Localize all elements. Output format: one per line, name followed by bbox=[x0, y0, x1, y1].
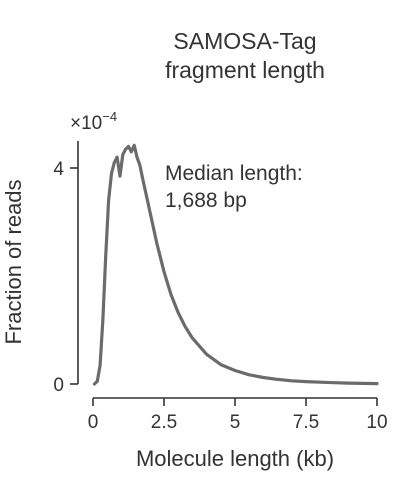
x-tick-label: 2.5 bbox=[151, 412, 177, 433]
y-axis: 04 bbox=[53, 141, 79, 396]
annotation-line-1: Median length: bbox=[165, 162, 303, 185]
y-axis-label: Fraction of reads bbox=[1, 179, 26, 344]
x-axis-label: Molecule length (kb) bbox=[136, 446, 334, 471]
x-tick-label: 7.5 bbox=[293, 412, 319, 433]
chart-title-line-1: SAMOSA-Tag bbox=[173, 28, 316, 54]
chart-title-line-2: fragment length bbox=[165, 57, 325, 83]
series-line bbox=[92, 143, 379, 386]
x-axis: 0 2.5 5 7.5 10 bbox=[88, 397, 388, 433]
x-tick-label: 10 bbox=[366, 412, 387, 433]
series-layer bbox=[92, 143, 379, 386]
y-tick-label: 0 bbox=[53, 375, 64, 396]
x-tick-label: 0 bbox=[88, 412, 99, 433]
y-axis-multiplier: ×10−4 bbox=[70, 109, 117, 134]
annotation-line-2: 1,688 bp bbox=[165, 189, 247, 212]
x-tick-label: 5 bbox=[230, 412, 241, 433]
y-tick-label: 4 bbox=[53, 159, 64, 180]
